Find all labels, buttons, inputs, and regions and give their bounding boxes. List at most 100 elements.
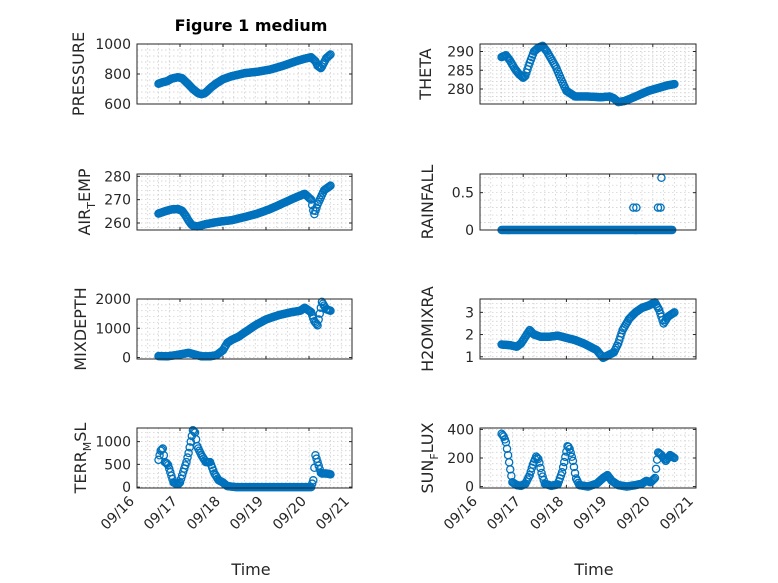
y-tick-label: 200 — [447, 451, 474, 467]
data-point — [569, 462, 579, 472]
y-axis-label: THETA — [416, 48, 435, 100]
data-point — [174, 479, 184, 488]
axes-frame — [479, 173, 697, 231]
data-point — [157, 445, 166, 454]
data-point — [651, 464, 661, 474]
y-axis-label-main: TERR — [71, 451, 90, 494]
y-axis-label: H2OMIXRA — [418, 286, 437, 372]
subplot-air_temp: 260 270 280 AIRTEMP — [75, 168, 353, 236]
y-tick-label: 260 — [104, 216, 131, 232]
y-tick-label: 0.5 — [452, 186, 474, 202]
data-point — [520, 72, 529, 82]
y-axis-label-main: AIR — [75, 209, 94, 236]
data-point — [306, 195, 316, 204]
y-tick-label: 280 — [447, 82, 474, 98]
y-axis-label-subscript: T — [85, 202, 98, 210]
y-tick-label: 285 — [447, 63, 474, 79]
y-axis-label-main: H2OMIXRA — [418, 286, 437, 372]
y-axis-label-main: THETA — [416, 48, 435, 100]
data-point — [325, 182, 334, 191]
y-axis-label-main: SUN — [418, 460, 437, 494]
subplot-mixdepth: 0 1000 2000 MIXDEPTH — [71, 287, 353, 371]
data-point — [536, 463, 545, 473]
y-axis-label-subscript: F — [428, 453, 441, 459]
y-tick-label: 0 — [465, 480, 474, 496]
grid — [479, 174, 697, 231]
y-tick-label: 1000 — [95, 435, 131, 451]
y-tick-label: 3 — [465, 305, 474, 321]
data-point — [557, 468, 567, 477]
x-axis-label-right: Time — [573, 560, 613, 579]
data-point — [650, 473, 660, 483]
data-point — [629, 203, 638, 212]
x-axis-label-left: Time — [230, 560, 270, 579]
data-point — [632, 203, 641, 212]
y-axis-label: RAINFALL — [418, 165, 437, 240]
data-point — [566, 448, 575, 457]
y-tick-label: 400 — [447, 422, 474, 438]
data-point — [309, 476, 318, 485]
axes-frame — [479, 43, 697, 105]
y-tick-label: 0 — [465, 223, 474, 239]
data-point — [648, 475, 658, 485]
y-tick-label: 1000 — [95, 37, 131, 53]
data-point — [649, 474, 659, 484]
subplot-theta: 280 285 290 THETA — [416, 41, 697, 107]
data-point — [162, 459, 172, 468]
data-point — [324, 182, 333, 192]
data-point — [653, 203, 663, 212]
series-markers — [154, 426, 335, 492]
data-point — [568, 456, 578, 466]
data-point — [186, 437, 195, 446]
y-tick-label: 1 — [465, 350, 474, 366]
data-point — [565, 444, 574, 454]
data-point — [535, 458, 544, 467]
data-point — [558, 462, 568, 472]
data-point — [315, 309, 324, 318]
y-axis-label: SUNFLUX — [418, 422, 441, 493]
data-point — [314, 315, 323, 324]
data-point — [326, 470, 335, 479]
y-axis-label-main: RAINFALL — [418, 165, 437, 240]
y-tick-label: 1000 — [95, 321, 131, 337]
y-tick-label: 0 — [122, 351, 131, 367]
data-point — [324, 52, 333, 61]
y-tick-label: 600 — [104, 97, 131, 113]
data-point — [183, 453, 192, 462]
data-point — [314, 62, 323, 71]
y-tick-label: 2000 — [95, 292, 131, 308]
data-point — [326, 306, 335, 315]
data-point — [326, 50, 335, 59]
subplot-h2omixra: 1 2 3 H2OMIXRA — [418, 286, 697, 372]
data-point — [155, 451, 164, 460]
y-axis-label-subscript: M — [81, 442, 94, 452]
y-axis-label: AIRTEMP — [75, 168, 98, 235]
subplot-rainfall: 0 0.5 RAINFALL — [418, 165, 697, 240]
data-point — [184, 448, 193, 458]
y-tick-label: 2 — [465, 328, 474, 344]
y-axis-label: MIXDEPTH — [71, 287, 90, 370]
axes-frame — [479, 427, 697, 489]
figure-title: Figure 1 medium — [175, 16, 328, 35]
subplot-pressure: 600 800 1000 PRESSURE — [69, 32, 353, 116]
series-markers — [497, 41, 679, 107]
series-markers — [497, 298, 679, 363]
series-markers — [497, 429, 679, 491]
y-tick-label: 500 — [104, 457, 131, 473]
axes-frame — [136, 43, 353, 105]
data-point — [670, 308, 679, 317]
data-point — [304, 193, 314, 202]
axes-frame — [479, 298, 697, 360]
series-markers — [154, 50, 335, 99]
y-tick-label: 290 — [447, 45, 474, 61]
y-tick-label: 0 — [122, 480, 131, 496]
data-point — [312, 319, 321, 329]
y-tick-label: 800 — [104, 67, 131, 83]
data-point — [498, 430, 507, 440]
data-point — [670, 79, 679, 89]
y-axis-label-main: MIXDEPTH — [71, 287, 90, 370]
data-point — [532, 453, 542, 463]
y-axis-label-tail: LUX — [418, 422, 437, 453]
axes-frame — [136, 427, 353, 489]
y-axis-label-main: PRESSURE — [69, 32, 88, 116]
